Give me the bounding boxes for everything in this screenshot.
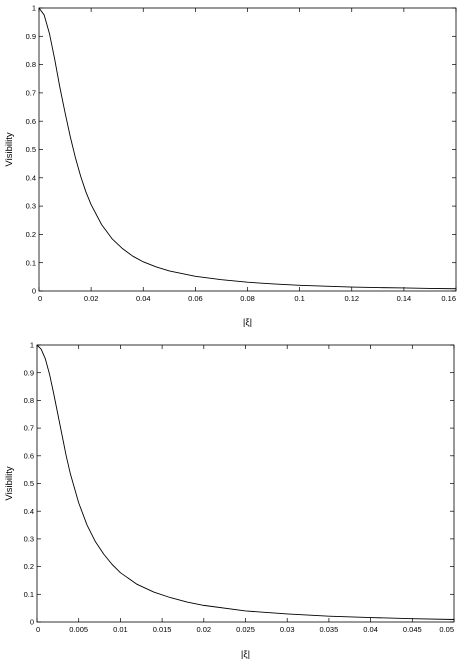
- x-tick-label: 0.06: [188, 294, 203, 303]
- x-tick-label: 0.02: [84, 294, 99, 303]
- x-tick-label: 0.005: [69, 625, 88, 634]
- y-tick-label: 0.3: [26, 202, 36, 211]
- x-tick-label: 0.035: [320, 625, 339, 634]
- y-tick-label: 0.2: [24, 562, 34, 571]
- chart-panel-1: 0 0.02 0.04 0.06 0.08 0.1 0.12 0.14 0.16 0 0.1 0.2 0…: [4, 4, 457, 328]
- y-tick-label: 0.9: [24, 368, 34, 377]
- y-tick-label: 0.7: [26, 89, 36, 98]
- y-tick-label: 0.4: [26, 173, 36, 182]
- y-tick-label: 0.8: [24, 396, 34, 405]
- y-tick-label: 0.1: [24, 590, 34, 599]
- x-axis-label: |ξ|: [243, 317, 252, 328]
- y-axis-label: Visibility: [4, 466, 15, 500]
- x-tick-label: 0.08: [240, 294, 255, 303]
- y-tick-label: 0.9: [26, 32, 36, 41]
- y-tick-label: 1: [30, 341, 34, 350]
- y-tick-label: 0.6: [24, 451, 34, 460]
- y-axis-label: Visibility: [4, 132, 15, 166]
- y-tick-label: 0.1: [26, 258, 36, 267]
- chart-panel-2: 0 0.005 0.01 0.015 0.02 0.025 0.03 0.035 0.04 0.0…: [4, 341, 455, 660]
- x-tick-label: 0.16: [441, 294, 456, 303]
- y-tick-label: 0.5: [24, 479, 34, 488]
- x-tick-label: 0.01: [113, 625, 128, 634]
- x-tick-label: 0.14: [397, 294, 412, 303]
- y-tick-label: 0.7: [24, 424, 34, 433]
- x-tick-label: 0.03: [280, 625, 295, 634]
- x-tick-label: 0.04: [136, 294, 151, 303]
- x-tick-label: 0.12: [344, 294, 359, 303]
- x-tick-label: 0.1: [294, 294, 304, 303]
- y-tick-label: 0.2: [26, 230, 36, 239]
- y-tick-label: 0.8: [26, 60, 36, 69]
- y-tick-label: 1: [32, 4, 36, 13]
- x-tick-label: 0.015: [153, 625, 172, 634]
- x-tick-label: 0.04: [363, 625, 378, 634]
- plot-frame: [38, 7, 457, 292]
- plot-frame: [36, 344, 455, 623]
- x-tick-label: 0: [36, 625, 40, 634]
- y-tick-label: 0.3: [24, 535, 34, 544]
- x-tick-label: 0.02: [196, 625, 211, 634]
- y-tick-label: 0.5: [26, 145, 36, 154]
- x-tick-label: 0.025: [236, 625, 255, 634]
- y-tick-label: 0: [30, 618, 34, 627]
- y-tick-label: 0.4: [24, 507, 34, 516]
- visibility-curve: [38, 7, 457, 290]
- x-tick-label: 0.045: [403, 625, 422, 634]
- x-axis-label: |ξ|: [241, 649, 250, 660]
- y-tick-label: 0: [32, 287, 36, 296]
- x-tick-label: 0: [38, 294, 42, 303]
- visibility-curve: [36, 344, 455, 620]
- x-tick-label: 0.05: [439, 625, 454, 634]
- y-tick-label: 0.6: [26, 117, 36, 126]
